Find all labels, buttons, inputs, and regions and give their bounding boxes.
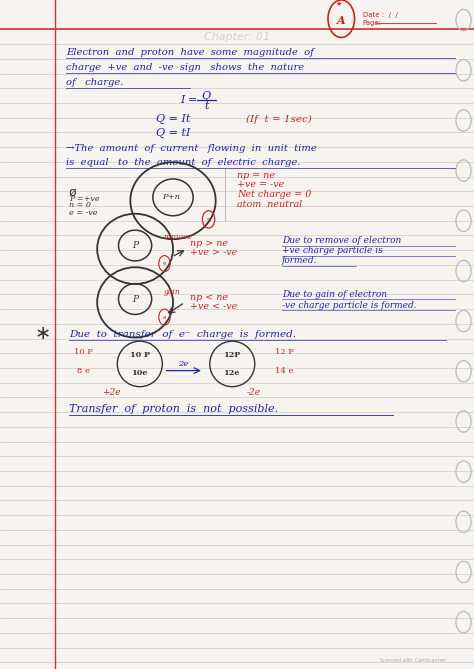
Text: atom  neutral: atom neutral bbox=[237, 199, 302, 209]
Text: Due  to  transfer  of  e⁻  charge  is  formed.: Due to transfer of e⁻ charge is formed. bbox=[69, 330, 296, 339]
Text: 10 P: 10 P bbox=[130, 351, 150, 359]
Text: 10 P: 10 P bbox=[73, 348, 92, 356]
Text: np = ne: np = ne bbox=[237, 171, 275, 180]
Text: ø: ø bbox=[69, 185, 76, 199]
Text: -2e: -2e bbox=[246, 387, 261, 397]
Text: np > ne: np > ne bbox=[190, 239, 228, 248]
Text: Net charge = 0: Net charge = 0 bbox=[237, 190, 311, 199]
Text: +ve < -ve: +ve < -ve bbox=[190, 302, 237, 311]
Text: of   charge.: of charge. bbox=[66, 78, 124, 87]
Text: Date :  /  /: Date : / / bbox=[363, 12, 398, 17]
Text: 2e: 2e bbox=[178, 360, 189, 368]
Text: e = -ve: e = -ve bbox=[69, 209, 97, 217]
Text: Q = It: Q = It bbox=[156, 114, 191, 124]
Text: +ve charge particle is: +ve charge particle is bbox=[282, 246, 383, 256]
Text: (If  t = 1sec): (If t = 1sec) bbox=[246, 114, 312, 124]
Text: P =+ve: P =+ve bbox=[69, 195, 100, 203]
Text: P+n: P+n bbox=[162, 193, 180, 201]
Text: A: A bbox=[337, 15, 346, 25]
Text: e: e bbox=[163, 314, 166, 320]
Text: →The  amount  of  current   flowing  in  unit  time: →The amount of current flowing in unit t… bbox=[66, 144, 317, 153]
Text: 12 P: 12 P bbox=[275, 348, 294, 356]
Text: I =: I = bbox=[180, 95, 197, 104]
Text: 10e: 10e bbox=[132, 369, 148, 377]
Text: Page:: Page: bbox=[363, 21, 382, 26]
Text: Q: Q bbox=[201, 91, 211, 102]
Text: remove: remove bbox=[164, 233, 192, 242]
Text: Q = tI: Q = tI bbox=[156, 127, 191, 138]
Text: gain: gain bbox=[164, 288, 180, 296]
Text: +ve = -ve: +ve = -ve bbox=[237, 180, 284, 189]
Text: charge  +ve  and  -ve  sign   shows  the  nature: charge +ve and -ve sign shows the nature bbox=[66, 63, 304, 72]
Text: Chapter: 01: Chapter: 01 bbox=[204, 33, 270, 42]
Text: +ve > -ve: +ve > -ve bbox=[190, 248, 237, 258]
Text: Due to remove of electron: Due to remove of electron bbox=[282, 236, 401, 246]
Text: is  equal   to  the  amount  of  electric  charge.: is equal to the amount of electric charg… bbox=[66, 158, 301, 167]
Text: np < ne: np < ne bbox=[190, 292, 228, 302]
Text: ★: ★ bbox=[335, 1, 342, 7]
Text: t: t bbox=[204, 101, 209, 110]
Text: P: P bbox=[132, 241, 138, 250]
Text: Transfer  of  proton  is  not  possible.: Transfer of proton is not possible. bbox=[69, 405, 278, 414]
Text: e: e bbox=[163, 261, 166, 266]
Text: formed.: formed. bbox=[282, 256, 318, 266]
Text: 8 e: 8 e bbox=[76, 367, 90, 375]
Text: ∗: ∗ bbox=[35, 324, 51, 343]
Text: Electron  and  proton  have  some  magnitude  of: Electron and proton have some magnitude … bbox=[66, 48, 314, 58]
Text: Due to gain of electron: Due to gain of electron bbox=[282, 290, 387, 299]
Text: n = 0: n = 0 bbox=[69, 201, 91, 209]
Text: -ve charge particle is formed.: -ve charge particle is formed. bbox=[282, 300, 417, 310]
Text: Scanned with CamScanner: Scanned with CamScanner bbox=[380, 658, 446, 664]
Text: +2e: +2e bbox=[102, 387, 121, 397]
Text: P: P bbox=[132, 294, 138, 304]
Text: 12e: 12e bbox=[224, 369, 240, 377]
Text: e: e bbox=[207, 217, 210, 222]
Text: 12P: 12P bbox=[224, 351, 241, 359]
Text: 14 e: 14 e bbox=[275, 367, 293, 375]
